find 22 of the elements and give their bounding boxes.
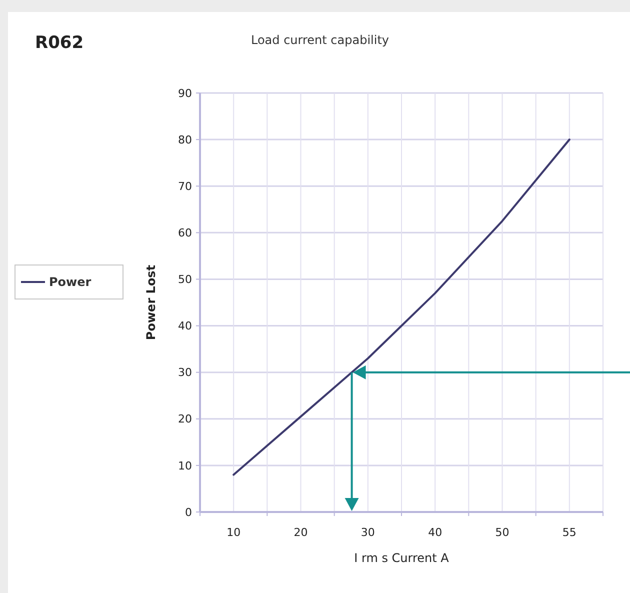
x-tick-label: 50 [495, 526, 510, 539]
y-tick-label: 10 [178, 459, 192, 472]
y-tick-label: 20 [178, 412, 192, 426]
legend-label: Power [49, 275, 92, 290]
y-tick-label: 30 [178, 366, 192, 380]
y-tick-label: 50 [178, 273, 192, 286]
x-tick-label: 55 [562, 526, 576, 539]
y-tick-label: 80 [178, 133, 192, 146]
chart-title: Load current capability [250, 33, 390, 47]
x-tick-label: 10 [226, 526, 241, 539]
x-tick-label: 30 [360, 526, 375, 539]
y-axis-title: Power Lost [144, 264, 158, 340]
text: R062 [35, 33, 84, 53]
line-series [232, 138, 570, 476]
x-axis-title: I rm s Current A [354, 551, 450, 565]
y-tick-label: 0 [185, 506, 192, 519]
x-tick-label: 20 [294, 526, 308, 539]
y-tick-label: 90 [178, 86, 192, 100]
y-tick-label: 60 [178, 226, 192, 240]
y-tick-label: 40 [178, 320, 192, 333]
x-tick-label: 40 [428, 526, 442, 539]
y-tick-label: 70 [178, 180, 192, 193]
